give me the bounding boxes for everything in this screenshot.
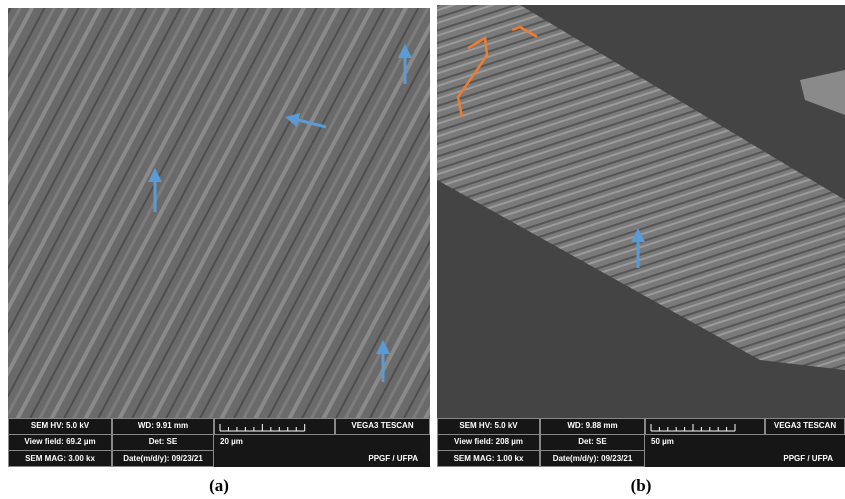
info-scale: 20 µm: [220, 437, 243, 446]
info-det: Det: SE: [149, 437, 178, 446]
info-wd: WD: 9.88 mm: [567, 421, 617, 430]
info-brand: VEGA3 TESCAN: [351, 421, 413, 430]
info-date: Date(m/d/y): 09/23/21: [123, 454, 203, 463]
info-mag: SEM MAG: 1.00 kx: [454, 454, 524, 463]
info-view-field: View field: 69.2 µm: [24, 437, 95, 446]
info-scale: 50 µm: [651, 437, 674, 446]
info-det: Det: SE: [578, 437, 607, 446]
info-lab: PPGF / UFPA: [783, 454, 833, 463]
caption: (a): [209, 476, 229, 495]
info-view-field: View field: 208 µm: [454, 437, 523, 446]
info-date: Date(m/d/y): 09/23/21: [553, 454, 633, 463]
info-hv: SEM HV: 5.0 kV: [31, 421, 90, 430]
info-brand: VEGA3 TESCAN: [774, 421, 836, 430]
info-mag: SEM MAG: 3.00 kx: [25, 454, 95, 463]
info-lab: PPGF / UFPA: [368, 454, 418, 463]
sem-image-b: [437, 5, 845, 418]
info-bars: SEM HV: 5.0 kV WD: 9.91 mm VEGA3 TESCAN Vie…: [8, 418, 845, 495]
sem-image-a: [8, 8, 430, 418]
figure: SEM HV: 5.0 kV WD: 9.91 mm VEGA3 TESCAN Vie…: [0, 0, 845, 499]
caption: (b): [631, 476, 652, 495]
info-hv: SEM HV: 5.0 kV: [459, 421, 518, 430]
info-wd: WD: 9.91 mm: [138, 421, 188, 430]
